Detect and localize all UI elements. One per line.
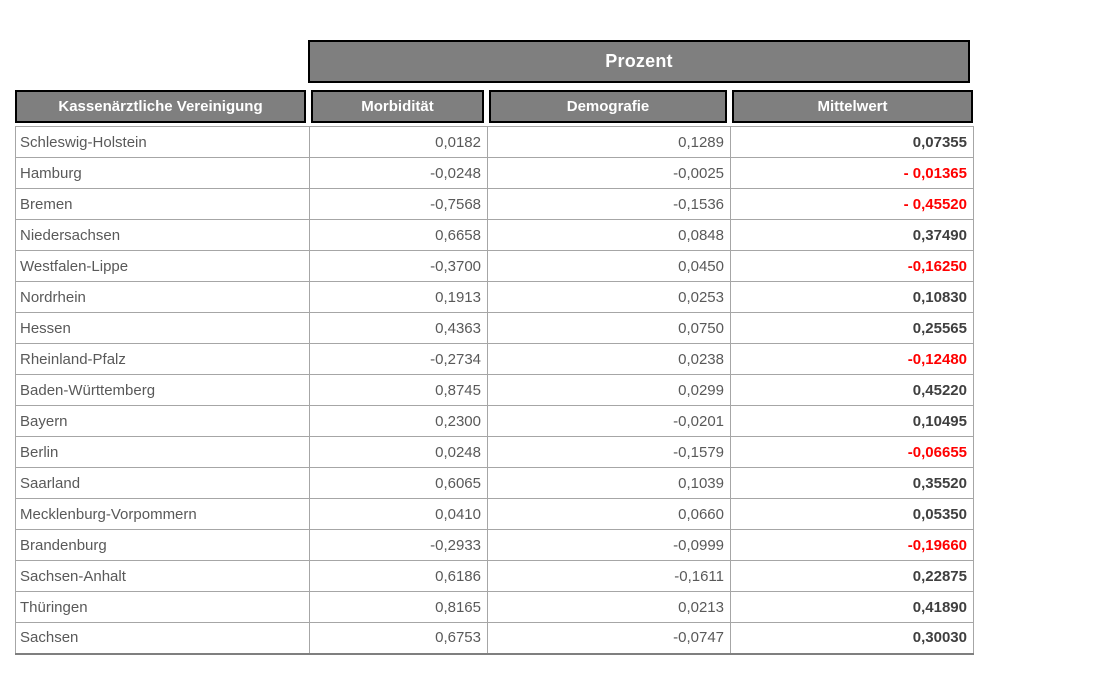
mittelwert-cell: -0,12480	[730, 343, 974, 375]
mittelwert-cell: 0,05350	[730, 498, 974, 530]
mittelwert-cell: 0,45220	[730, 374, 974, 406]
morbiditaet-cell: -0,0248	[309, 157, 488, 189]
kv-name-cell: Bayern	[15, 405, 310, 437]
kv-name-cell: Berlin	[15, 436, 310, 468]
table-row: Schleswig-Holstein 0,0182 0,1289 0,07355	[15, 126, 974, 158]
demografie-cell: -0,1579	[487, 436, 731, 468]
mittelwert-cell: -0,19660	[730, 529, 974, 561]
demografie-cell: -0,1536	[487, 188, 731, 220]
kv-name-cell: Brandenburg	[15, 529, 310, 561]
morbiditaet-cell: 0,0248	[309, 436, 488, 468]
morbiditaet-cell: 0,6186	[309, 560, 488, 592]
table-row: Hamburg -0,0248 -0,0025- 0,01365	[15, 157, 974, 189]
demografie-cell: 0,1039	[487, 467, 731, 499]
mittelwert-cell: - 0,01365	[730, 157, 974, 189]
demografie-cell: -0,0747	[487, 622, 731, 654]
mittelwert-cell: 0,10495	[730, 405, 974, 437]
mittelwert-cell: -0,16250	[730, 250, 974, 282]
kv-name-cell: Mecklenburg-Vorpommern	[15, 498, 310, 530]
kv-name-cell: Baden-Württemberg	[15, 374, 310, 406]
kv-name-cell: Niedersachsen	[15, 219, 310, 251]
morbiditaet-cell: 0,6753	[309, 622, 488, 654]
table-body: Schleswig-Holstein 0,0182 0,1289 0,07355 Ham…	[15, 126, 974, 654]
mittelwert-cell: 0,35520	[730, 467, 974, 499]
kv-data-table: Schleswig-Holstein 0,0182 0,1289 0,07355 Ham…	[15, 126, 974, 655]
table-row: Sachsen 0,6753 -0,0747 0,30030	[15, 622, 974, 654]
demografie-cell: 0,0213	[487, 591, 731, 623]
table-row: Niedersachsen 0,6658 0,0848 0,37490	[15, 219, 974, 251]
table-row: Westfalen-Lippe -0,3700 0,0450 -0,16250	[15, 250, 974, 282]
table-row: Thüringen 0,8165 0,0213 0,41890	[15, 591, 974, 623]
table-row: Berlin 0,0248 -0,1579 -0,06655	[15, 436, 974, 468]
demografie-cell: -0,1611	[487, 560, 731, 592]
table-row: Nordrhein 0,1913 0,0253 0,10830	[15, 281, 974, 313]
mittelwert-cell: - 0,45520	[730, 188, 974, 220]
column-header-kassenaerztliche-vereinigung: Kassenärztliche Vereinigung	[15, 90, 306, 123]
column-header-demografie: Demografie	[489, 90, 727, 123]
demografie-cell: 0,0660	[487, 498, 731, 530]
morbiditaet-cell: 0,8165	[309, 591, 488, 623]
mittelwert-cell: 0,25565	[730, 312, 974, 344]
demografie-cell: 0,0848	[487, 219, 731, 251]
prozent-group-header: Prozent	[308, 40, 970, 83]
demografie-cell: 0,0450	[487, 250, 731, 282]
morbiditaet-cell: -0,2933	[309, 529, 488, 561]
table-row: Hessen 0,4363 0,0750 0,25565	[15, 312, 974, 344]
kv-name-cell: Nordrhein	[15, 281, 310, 313]
table-row: Bremen -0,7568 -0,1536- 0,45520	[15, 188, 974, 220]
morbiditaet-cell: 0,0182	[309, 126, 488, 158]
table-row: Mecklenburg-Vorpommern 0,0410 0,0660 0,0535…	[15, 498, 974, 530]
demografie-cell: 0,1289	[487, 126, 731, 158]
kv-name-cell: Bremen	[15, 188, 310, 220]
morbiditaet-cell: 0,4363	[309, 312, 488, 344]
kv-name-cell: Thüringen	[15, 591, 310, 623]
kv-name-cell: Rheinland-Pfalz	[15, 343, 310, 375]
kv-name-cell: Sachsen	[15, 622, 310, 654]
kv-name-cell: Hessen	[15, 312, 310, 344]
demografie-cell: -0,0999	[487, 529, 731, 561]
morbiditaet-cell: -0,7568	[309, 188, 488, 220]
morbiditaet-cell: 0,6065	[309, 467, 488, 499]
mittelwert-cell: 0,41890	[730, 591, 974, 623]
table-row: Rheinland-Pfalz -0,2734 0,0238 -0,12480	[15, 343, 974, 375]
table-row: Baden-Württemberg 0,8745 0,0299 0,45220	[15, 374, 974, 406]
table-row: Brandenburg -0,2933 -0,0999 -0,19660	[15, 529, 974, 561]
column-header-morbiditaet: Morbidität	[311, 90, 484, 123]
demografie-cell: 0,0253	[487, 281, 731, 313]
morbiditaet-cell: 0,8745	[309, 374, 488, 406]
mittelwert-cell: 0,22875	[730, 560, 974, 592]
table-row: Bayern 0,2300 -0,0201 0,10495	[15, 405, 974, 437]
mittelwert-cell: 0,07355	[730, 126, 974, 158]
mittelwert-cell: 0,30030	[730, 622, 974, 654]
mittelwert-cell: 0,10830	[730, 281, 974, 313]
morbiditaet-cell: 0,0410	[309, 498, 488, 530]
mittelwert-cell: 0,37490	[730, 219, 974, 251]
column-header-mittelwert: Mittelwert	[732, 90, 973, 123]
morbiditaet-cell: 0,2300	[309, 405, 488, 437]
demografie-cell: 0,0299	[487, 374, 731, 406]
demografie-cell: -0,0025	[487, 157, 731, 189]
demografie-cell: 0,0750	[487, 312, 731, 344]
table-row: Saarland 0,6065 0,1039 0,35520	[15, 467, 974, 499]
kv-name-cell: Schleswig-Holstein	[15, 126, 310, 158]
demografie-cell: 0,0238	[487, 343, 731, 375]
mittelwert-cell: -0,06655	[730, 436, 974, 468]
morbiditaet-cell: 0,6658	[309, 219, 488, 251]
kv-name-cell: Sachsen-Anhalt	[15, 560, 310, 592]
kv-name-cell: Hamburg	[15, 157, 310, 189]
morbiditaet-cell: -0,2734	[309, 343, 488, 375]
kv-name-cell: Saarland	[15, 467, 310, 499]
kv-name-cell: Westfalen-Lippe	[15, 250, 310, 282]
demografie-cell: -0,0201	[487, 405, 731, 437]
morbiditaet-cell: 0,1913	[309, 281, 488, 313]
table-row: Sachsen-Anhalt 0,6186 -0,1611 0,22875	[15, 560, 974, 592]
morbiditaet-cell: -0,3700	[309, 250, 488, 282]
